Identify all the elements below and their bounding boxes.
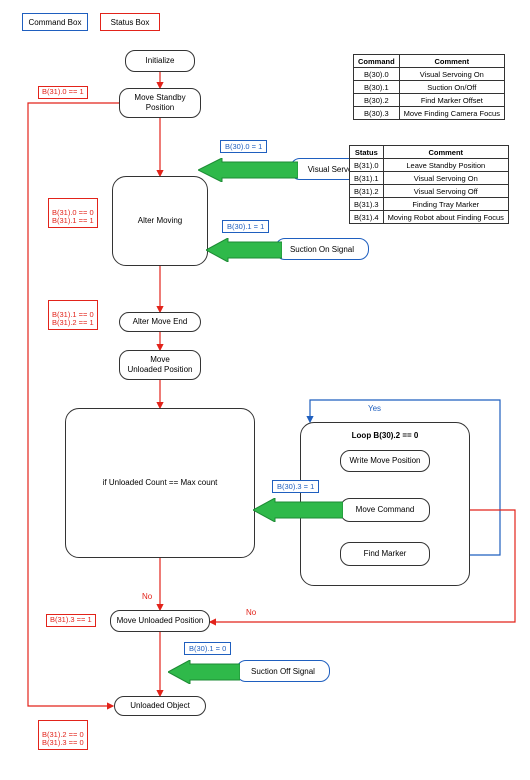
node-move-command: Move Command xyxy=(340,498,430,522)
signal-suction-on: Suction On Signal xyxy=(275,238,369,260)
green-arrow-icon xyxy=(168,660,240,684)
green-arrow-icon xyxy=(198,158,298,182)
status-label: B(31).3 == 1 xyxy=(46,614,96,627)
status-label: B(31).0 == 1 xyxy=(38,86,88,99)
cmd-label: B(30).3 = 1 xyxy=(272,480,319,493)
node-find-marker: Find Marker xyxy=(340,542,430,566)
edge-label-yes: Yes xyxy=(368,404,381,413)
loop-title: Loop B(30).2 == 0 xyxy=(352,431,419,441)
node-alter-move-end: Alter Move End xyxy=(119,312,201,332)
signal-suction-off: Suction Off Signal xyxy=(236,660,330,682)
green-arrow-icon xyxy=(206,238,282,262)
node-if-unloaded: if Unloaded Count == Max count xyxy=(65,408,255,558)
cmd-label: B(30).1 = 0 xyxy=(184,642,231,655)
cmd-label: B(30).0 = 1 xyxy=(220,140,267,153)
node-initialize: Initialize xyxy=(125,50,195,72)
node-unloaded-object: Unloaded Object xyxy=(114,696,206,716)
status-label: B(31).1 == 0 B(31).2 == 1 xyxy=(48,300,98,330)
node-write-move: Write Move Position xyxy=(340,450,430,472)
legend-command-box: Command Box xyxy=(22,13,88,31)
status-label: B(31).0 == 0 B(31).1 == 1 xyxy=(48,198,98,228)
edge-label-no: No xyxy=(246,608,256,617)
status-label: B(31).2 == 0 B(31).3 == 0 xyxy=(38,720,88,750)
status-table: StatusComment B(31).0Leave Standby Posit… xyxy=(349,145,509,224)
node-move-unloaded: Move Unloaded Position xyxy=(119,350,201,380)
legend-label: Status Box xyxy=(111,18,150,27)
green-arrow-icon xyxy=(253,498,343,522)
edge-label-no: No xyxy=(142,592,152,601)
command-table: CommandComment B(30).0Visual Servoing On… xyxy=(353,54,505,120)
node-alter-moving: Alter Moving xyxy=(112,176,208,266)
node-move-unloaded2: Move Unloaded Position xyxy=(110,610,210,632)
legend-label: Command Box xyxy=(29,18,82,27)
node-move-standby: Move Standby Position xyxy=(119,88,201,118)
cmd-label: B(30).1 = 1 xyxy=(222,220,269,233)
legend-status-box: Status Box xyxy=(100,13,160,31)
